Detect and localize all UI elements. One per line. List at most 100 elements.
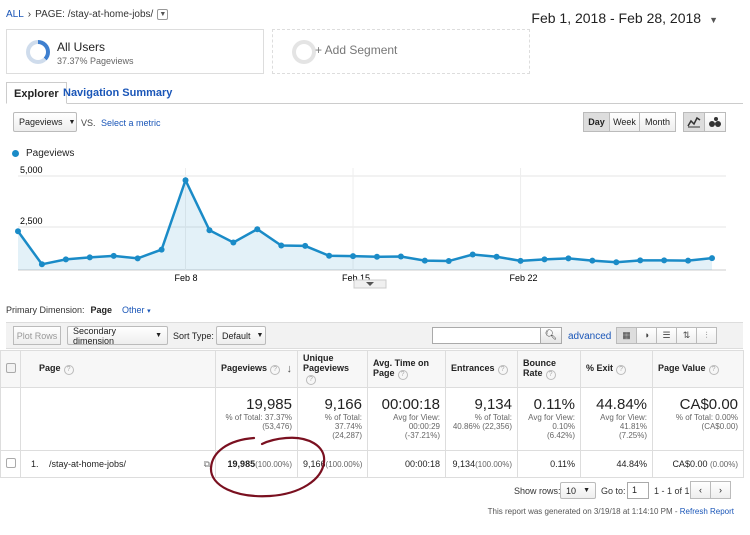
data-table-icon[interactable]: ▦ xyxy=(616,327,637,344)
tab-navigation-summary[interactable]: Navigation Summary xyxy=(63,87,173,99)
header-bounce-rate[interactable]: Bounce Rate? xyxy=(517,350,581,388)
help-icon[interactable]: ? xyxy=(545,370,556,380)
total-note: (6.42%) xyxy=(546,431,575,440)
row-exit: 44.84% xyxy=(580,450,653,478)
header-label: % Exit xyxy=(586,363,614,373)
primary-dimension-label: Primary Dimension: xyxy=(6,305,85,315)
row-checkbox-cell xyxy=(0,450,21,478)
data-point xyxy=(278,242,285,249)
row-value: 9,134 xyxy=(452,459,476,469)
series-dot-icon xyxy=(12,150,19,157)
row-value: 19,985 xyxy=(227,459,256,469)
show-rows-select[interactable]: 10 ▼ xyxy=(560,482,596,499)
header-entrances[interactable]: Entrances? xyxy=(445,350,518,388)
next-page-icon[interactable]: › xyxy=(710,481,731,499)
metric-select-value: Pageviews xyxy=(19,117,63,127)
segment-all-users[interactable]: All Users 37.37% Pageviews xyxy=(6,29,264,74)
data-point xyxy=(397,253,404,260)
table-view-buttons: ▦ ◑ ☰ ⇅ ⫶ xyxy=(616,327,717,344)
pie-chart-icon[interactable]: ◑ xyxy=(636,327,657,344)
total-value: 00:00:18 xyxy=(381,396,440,413)
chevron-down-icon xyxy=(366,282,374,286)
row-page-value: CA$0.00 (0.00%) xyxy=(652,450,744,478)
total-value: 9,134 xyxy=(474,396,512,413)
row-checkbox[interactable] xyxy=(5,458,16,468)
row-page-cell: 1. /stay-at-home-jobs/ ⧉ xyxy=(20,450,216,478)
add-segment-button[interactable]: + Add Segment xyxy=(272,29,530,74)
data-point xyxy=(254,226,261,233)
pager-buttons: ‹ › xyxy=(690,481,731,499)
help-icon[interactable]: ? xyxy=(616,365,627,375)
total-exit: 44.84% Avg for View: 41.81% (7.25%) xyxy=(580,387,653,451)
day-button[interactable]: Day xyxy=(583,112,610,132)
row-pct: (0.00%) xyxy=(709,460,738,469)
sort-type-select[interactable]: Default ▼ xyxy=(216,326,266,345)
series-line xyxy=(16,176,713,266)
x-tick-label: Feb 15 xyxy=(342,273,370,283)
header-page[interactable]: Page? xyxy=(20,350,216,388)
header-pageviews[interactable]: Pageviews? ↓ xyxy=(215,350,298,388)
help-icon[interactable]: ? xyxy=(708,365,719,375)
motion-chart-icon[interactable] xyxy=(704,112,726,132)
header-unique-pageviews[interactable]: Unique Pageviews? xyxy=(297,350,368,388)
page-filter-label: PAGE: /stay-at-home-jobs/ xyxy=(35,9,154,20)
primary-dimension-value[interactable]: Page xyxy=(90,305,113,315)
header-label: Pageviews xyxy=(221,363,268,373)
data-point xyxy=(110,252,117,259)
goto-input[interactable]: 1 xyxy=(627,482,649,499)
total-note: Avg for View: xyxy=(528,413,575,422)
total-note: 37.74% (24,287) xyxy=(332,422,362,440)
total-note: (53,476) xyxy=(262,422,292,431)
prev-page-icon[interactable]: ‹ xyxy=(690,481,711,499)
data-point xyxy=(421,257,428,264)
secondary-dimension-select[interactable]: Secondary dimension ▼ xyxy=(67,326,168,346)
line-chart-icon[interactable] xyxy=(683,112,705,132)
refresh-report-link[interactable]: Refresh Report xyxy=(679,507,734,516)
data-point xyxy=(373,253,380,260)
help-icon[interactable]: ? xyxy=(497,365,508,375)
month-button[interactable]: Month xyxy=(639,112,676,132)
other-dimension-link[interactable]: Other ▾ xyxy=(122,305,151,315)
header-page-value[interactable]: Page Value? xyxy=(652,350,744,388)
data-point xyxy=(589,257,596,264)
metric-select[interactable]: Pageviews ▼ xyxy=(13,112,77,132)
advanced-filter-link[interactable]: advanced xyxy=(568,331,612,342)
open-page-icon[interactable]: ⧉ xyxy=(203,458,210,469)
total-value: 9,166 xyxy=(324,396,362,413)
table-search-input[interactable]: 🔍︎ xyxy=(432,327,562,344)
row-page-link[interactable]: /stay-at-home-jobs/ xyxy=(49,458,127,469)
vs-label: VS. xyxy=(81,118,96,128)
hand-drawn-circle-annotation xyxy=(209,436,326,498)
comparison-icon[interactable]: ⇅ xyxy=(676,327,697,344)
help-icon[interactable]: ? xyxy=(63,365,74,375)
header-label: Page Value xyxy=(658,363,706,373)
help-icon[interactable]: ? xyxy=(397,370,408,380)
segment-ring-icon xyxy=(26,40,50,64)
data-point xyxy=(493,253,500,260)
chevron-down-icon: ▼ xyxy=(256,332,264,339)
series-area xyxy=(18,180,712,270)
chevron-down-icon: ▼ xyxy=(68,118,76,126)
data-point xyxy=(709,255,715,262)
plot-rows-button[interactable]: Plot Rows xyxy=(13,326,61,345)
tab-explorer[interactable]: Explorer xyxy=(6,82,67,104)
header-avg-time[interactable]: Avg. Time on Page? xyxy=(367,350,446,388)
row-value: 00:00:18 xyxy=(404,459,440,469)
performance-icon[interactable]: ☰ xyxy=(656,327,677,344)
total-note: 00:00:29 xyxy=(408,422,440,431)
generated-text: This report was generated on 3/19/18 at … xyxy=(487,507,680,516)
week-button[interactable]: Week xyxy=(609,112,640,132)
row-index: 1. xyxy=(31,458,39,469)
report-tabs: Explorer Navigation Summary xyxy=(6,82,743,104)
help-icon[interactable]: ? xyxy=(270,365,281,375)
all-accounts-link[interactable]: ALL xyxy=(6,9,24,20)
pivot-icon[interactable]: ⫶ xyxy=(696,327,717,344)
select-metric-link[interactable]: Select a metric xyxy=(101,118,161,128)
help-icon[interactable]: ? xyxy=(306,375,316,385)
chevron-down-icon[interactable]: ▼ xyxy=(157,9,169,20)
select-all-cell xyxy=(0,350,21,388)
search-icon[interactable]: 🔍︎ xyxy=(540,328,561,343)
header-exit[interactable]: % Exit? xyxy=(580,350,653,388)
select-all-checkbox[interactable] xyxy=(6,363,16,373)
date-range-picker[interactable]: Feb 1, 2018 - Feb 28, 2018 ▼ xyxy=(531,10,718,26)
